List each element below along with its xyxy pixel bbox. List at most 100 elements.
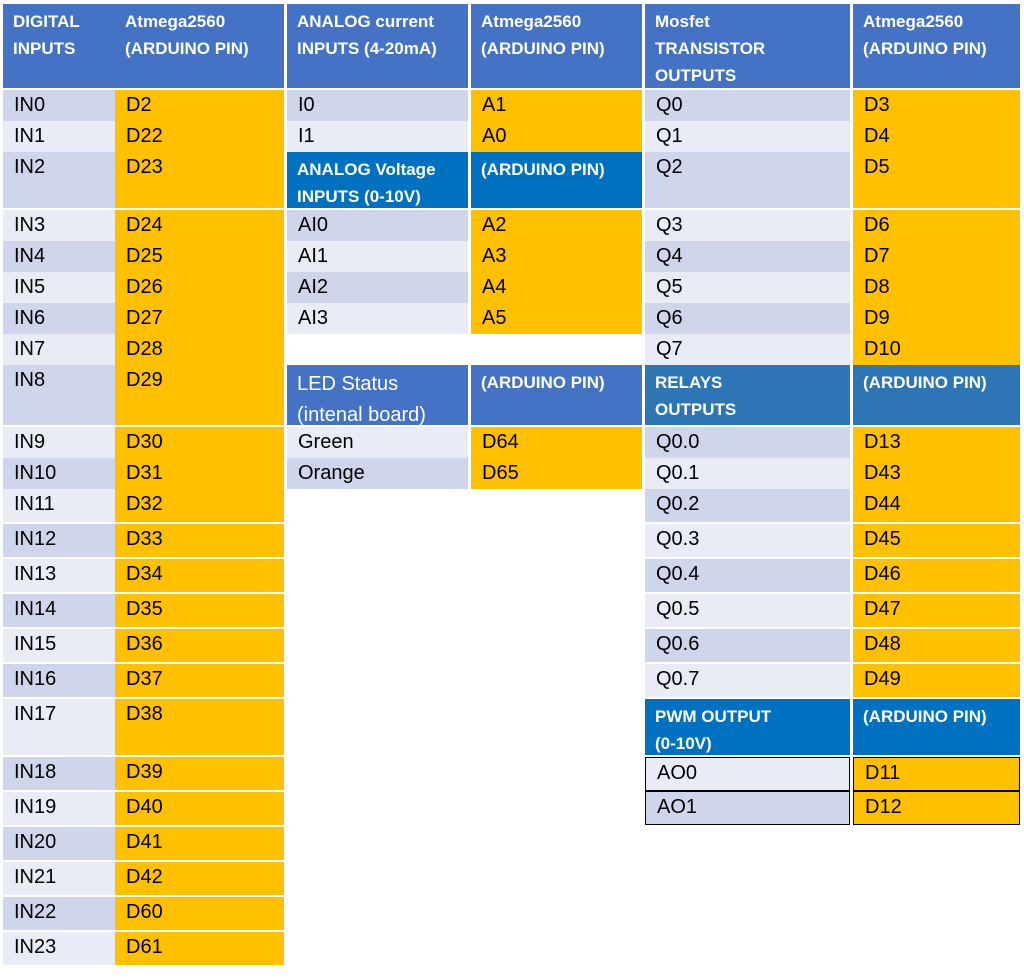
relays-row-pin: D13 <box>853 427 1020 458</box>
mosfet-row-pin: D5 <box>853 152 1020 208</box>
mosfet-header-pin-text: Atmega2560 (ARDUINO PIN) <box>863 12 987 58</box>
analog-voltage-row-pin: A3 <box>471 241 642 272</box>
relays-row-pin: D43 <box>853 458 1020 489</box>
digital-row-pin: D28 <box>115 334 284 365</box>
mosfet-row-label: Q1 <box>645 121 850 152</box>
mosfet-row-pin: D3 <box>853 90 1020 121</box>
mosfet-row-label: Q0 <box>645 90 850 121</box>
analog-current-header-label: ANALOG current INPUTS (4-20mA) <box>287 4 468 88</box>
digital-row-pin: D34 <box>115 559 284 592</box>
relays-row-label: Q0.2 <box>645 489 850 522</box>
mosfet-row-pin: D10 <box>853 334 1020 365</box>
relays-header-pin: (ARDUINO PIN) <box>853 365 1020 425</box>
digital-row-pin: D29 <box>115 365 284 425</box>
analog-current-header-label-text: ANALOG current INPUTS (4-20mA) <box>297 12 437 58</box>
digital-header-pin-text: Atmega2560 (ARDUINO PIN) <box>125 12 249 58</box>
pwm-row-label: AO1 <box>645 791 850 825</box>
relays-row-label: Q0.7 <box>645 664 850 697</box>
digital-row-label: IN17 <box>3 699 115 755</box>
relays-row-label: Q0.1 <box>645 458 850 489</box>
digital-row-pin: D2 <box>115 90 284 121</box>
digital-row-label: IN16 <box>3 664 115 697</box>
relays-row-pin: D47 <box>853 594 1020 627</box>
relays-row-label: Q0.4 <box>645 559 850 592</box>
digital-row-label: IN9 <box>3 427 115 458</box>
relays-header-label: RELAYS OUTPUTS <box>645 365 850 425</box>
analog-voltage-row-pin: A2 <box>471 210 642 241</box>
analog-voltage-header-pin-text: (ARDUINO PIN) <box>481 160 605 179</box>
digital-row-pin: D36 <box>115 629 284 662</box>
led-status-header-pin-text: (ARDUINO PIN) <box>481 373 605 392</box>
relays-row-label: Q0.6 <box>645 629 850 662</box>
analog-current-row-label: I0 <box>287 90 468 121</box>
relays-header-pin-text: (ARDUINO PIN) <box>863 373 987 392</box>
relays-row-pin: D44 <box>853 489 1020 522</box>
pwm-header-label-text: PWM OUTPUT (0-10V) <box>655 707 772 753</box>
digital-row-pin: D42 <box>115 862 284 895</box>
mosfet-row-label: Q2 <box>645 152 850 208</box>
analog-current-row-pin: A0 <box>471 121 642 152</box>
led-status-header-pin: (ARDUINO PIN) <box>471 365 642 425</box>
relays-header-label-text: RELAYS OUTPUTS <box>655 373 737 419</box>
analog-voltage-row-label: AI1 <box>287 241 468 272</box>
analog-voltage-header-pin: (ARDUINO PIN) <box>471 152 642 208</box>
mosfet-row-label: Q6 <box>645 303 850 334</box>
digital-row-label: IN7 <box>3 334 115 365</box>
digital-row-label: IN2 <box>3 152 115 208</box>
digital-row-pin: D39 <box>115 757 284 790</box>
digital-row-pin: D41 <box>115 827 284 860</box>
analog-current-header-pin-text: Atmega2560 (ARDUINO PIN) <box>481 12 605 58</box>
digital-row-pin: D25 <box>115 241 284 272</box>
digital-row-label: IN5 <box>3 272 115 303</box>
digital-row-pin: D33 <box>115 524 284 557</box>
analog-current-header-pin: Atmega2560 (ARDUINO PIN) <box>471 4 642 88</box>
analog-current-row-label: I1 <box>287 121 468 152</box>
digital-row-pin: D26 <box>115 272 284 303</box>
led-status-row-pin: D65 <box>471 458 642 489</box>
mosfet-header-pin: Atmega2560 (ARDUINO PIN) <box>853 4 1020 88</box>
digital-row-pin: D37 <box>115 664 284 697</box>
relays-row-label: Q0.0 <box>645 427 850 458</box>
digital-row-label: IN19 <box>3 792 115 825</box>
digital-row-label: IN3 <box>3 210 115 241</box>
digital-row-pin: D31 <box>115 458 284 489</box>
mosfet-row-pin: D8 <box>853 272 1020 303</box>
relays-row-pin: D46 <box>853 559 1020 592</box>
mosfet-row-label: Q7 <box>645 334 850 365</box>
mosfet-row-pin: D7 <box>853 241 1020 272</box>
digital-row-pin: D40 <box>115 792 284 825</box>
mosfet-row-pin: D9 <box>853 303 1020 334</box>
analog-voltage-row-label: AI2 <box>287 272 468 303</box>
pwm-row-label: AO0 <box>645 757 850 791</box>
mosfet-header-label: Mosfet TRANSISTOR OUTPUTS <box>645 4 850 88</box>
digital-row-label: IN6 <box>3 303 115 334</box>
digital-header-label-text: DIGITAL INPUTS <box>13 12 80 58</box>
digital-row-label: IN10 <box>3 458 115 489</box>
digital-row-label: IN21 <box>3 862 115 895</box>
digital-row-pin: D27 <box>115 303 284 334</box>
digital-row-pin: D22 <box>115 121 284 152</box>
analog-voltage-row-label: AI3 <box>287 303 468 334</box>
mosfet-row-label: Q3 <box>645 210 850 241</box>
pwm-header-label: PWM OUTPUT (0-10V) <box>645 699 850 755</box>
pwm-header-pin-text: (ARDUINO PIN) <box>863 707 987 726</box>
led-status-header-label-text: LED Status (intenal board) <box>297 373 426 426</box>
mosfet-row-label: Q5 <box>645 272 850 303</box>
mosfet-row-pin: D6 <box>853 210 1020 241</box>
digital-row-label: IN12 <box>3 524 115 557</box>
pwm-row-pin: D12 <box>853 791 1020 825</box>
digital-row-label: IN0 <box>3 90 115 121</box>
digital-row-label: IN18 <box>3 757 115 790</box>
digital-row-label: IN13 <box>3 559 115 592</box>
pwm-row-pin: D11 <box>853 757 1020 791</box>
digital-row-pin: D32 <box>115 489 284 522</box>
digital-row-label: IN23 <box>3 932 115 965</box>
analog-voltage-row-pin: A5 <box>471 303 642 334</box>
digital-row-label: IN11 <box>3 489 115 522</box>
digital-row-label: IN22 <box>3 897 115 930</box>
relays-row-pin: D45 <box>853 524 1020 557</box>
led-status-row-pin: D64 <box>471 427 642 458</box>
mosfet-row-pin: D4 <box>853 121 1020 152</box>
digital-row-pin: D23 <box>115 152 284 208</box>
analog-voltage-header-label-text: ANALOG Voltage INPUTS (0-10V) <box>297 160 436 206</box>
